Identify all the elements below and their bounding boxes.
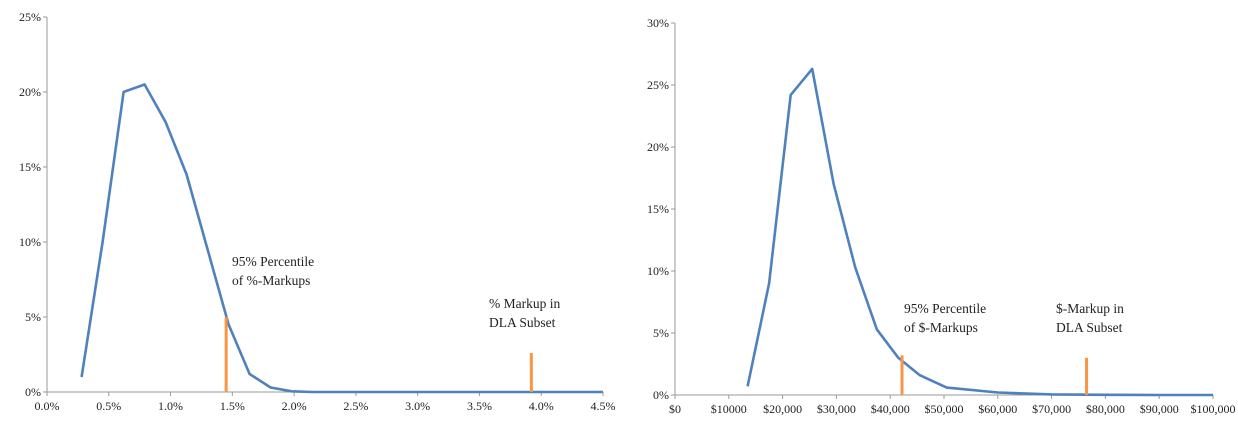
- x-tick-label: $100,000: [1191, 402, 1236, 416]
- series-line: [80, 83, 603, 394]
- y-tick-label: 25%: [647, 78, 669, 92]
- y-tick-label: 0%: [653, 388, 669, 402]
- x-tick-label: 1.5%: [220, 399, 245, 413]
- marker-annotation: $-Markup in: [1056, 301, 1124, 316]
- marker-annotation: % Markup in: [489, 296, 560, 311]
- marker-annotation: DLA Subset: [1056, 320, 1123, 335]
- marker-annotation: DLA Subset: [489, 315, 556, 330]
- x-tick-label: 4.5%: [591, 399, 616, 413]
- x-tick-label: $0: [669, 402, 681, 416]
- y-tick-label: 20%: [647, 140, 669, 154]
- x-tick-label: $60,000: [978, 402, 1017, 416]
- y-tick-label: 20%: [19, 85, 41, 99]
- x-tick-label: $30,000: [817, 402, 856, 416]
- y-tick-label: 5%: [653, 326, 669, 340]
- marker-annotation: of %-Markups: [232, 273, 310, 288]
- marker-annotation: 95% Percentile: [232, 254, 314, 269]
- y-tick-label: 5%: [25, 310, 41, 324]
- x-tick-label: $10000: [711, 402, 747, 416]
- x-tick-label: $80,000: [1086, 402, 1125, 416]
- y-tick-label: 10%: [647, 264, 669, 278]
- y-tick-label: 0%: [25, 385, 41, 399]
- x-tick-label: $40,000: [871, 402, 910, 416]
- series-line: [746, 67, 1213, 397]
- y-tick-label: 25%: [19, 10, 41, 24]
- percent-markup-chart: 0% 5% 10% 15% 20% 25% 0.0% 0.5% 1.0% 1.5% 2.0% 2.5%…: [19, 10, 616, 413]
- x-tick-label: 2.5%: [343, 399, 368, 413]
- dollar-markup-chart: 0% 5% 10% 15% 20% 25% 30% $0 $10000 $20,000 $30,00…: [647, 16, 1236, 416]
- x-tick-label: 0.0%: [35, 399, 60, 413]
- x-tick-label: 3.5%: [467, 399, 492, 413]
- x-tick-label: $50,000: [925, 402, 964, 416]
- y-tick-label: 15%: [19, 160, 41, 174]
- x-tick-label: 3.0%: [405, 399, 430, 413]
- y-tick-label: 30%: [647, 16, 669, 30]
- x-tick-label: 0.5%: [96, 399, 121, 413]
- x-tick-label: 4.0%: [529, 399, 554, 413]
- x-tick-label: $70,000: [1032, 402, 1071, 416]
- x-tick-label: $90,000: [1140, 402, 1179, 416]
- marker-annotation: 95% Percentile: [904, 301, 986, 316]
- x-tick-label: 1.0%: [158, 399, 183, 413]
- marker-annotation: of $-Markups: [904, 320, 978, 335]
- x-tick-label: 2.0%: [282, 399, 307, 413]
- y-tick-label: 15%: [647, 202, 669, 216]
- x-tick-label: $20,000: [763, 402, 802, 416]
- y-tick-label: 10%: [19, 235, 41, 249]
